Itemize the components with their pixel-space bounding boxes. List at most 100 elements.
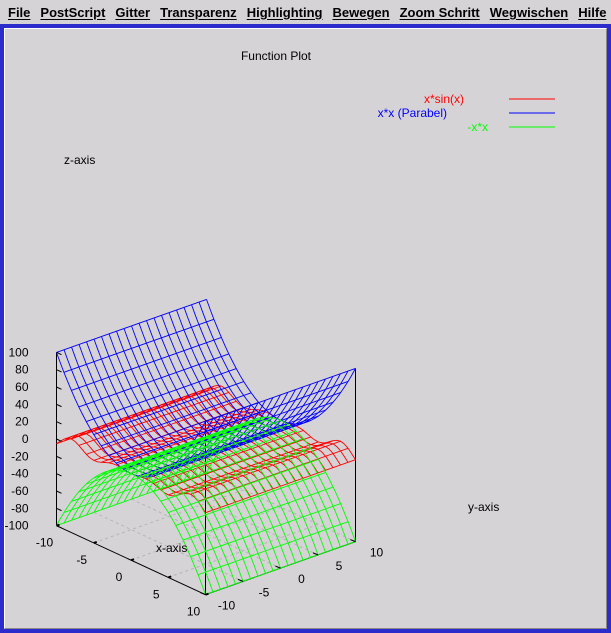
surface-mesh-line	[78, 391, 229, 446]
surface-mesh-line	[145, 430, 297, 485]
x-tick	[167, 575, 172, 579]
menu-hilfe[interactable]: Hilfe	[578, 4, 607, 20]
z-tick	[56, 421, 62, 425]
surface-layer	[56, 298, 356, 596]
floor-grid-line-x	[168, 523, 319, 578]
surface-mesh-line	[153, 438, 304, 493]
chart-title: Function Plot	[241, 49, 312, 63]
menu-bewegen[interactable]: Bewegen	[332, 4, 390, 20]
x-tick-label: -10	[36, 536, 54, 550]
z-tick	[56, 351, 62, 356]
surface-mesh-line	[197, 521, 349, 576]
plot-window-panel	[4, 28, 607, 629]
surface-mesh-line	[153, 430, 304, 484]
legend: x*sin(x)x*x (Parabel) -x*x	[378, 92, 555, 134]
y-tick-label: 0	[298, 572, 305, 586]
surface-mesh-line	[168, 398, 319, 474]
surface-mesh-line	[160, 447, 311, 502]
y-tick	[237, 578, 244, 582]
z-tick-label: 60	[15, 380, 29, 394]
surface-mesh-line	[63, 385, 215, 440]
z-tick-label: -40	[11, 467, 29, 481]
z-tick-label: 80	[15, 363, 29, 377]
y-tick	[312, 552, 319, 556]
surface-mesh-line	[153, 403, 304, 479]
menu-gitter[interactable]: Gitter	[115, 4, 151, 20]
z-tick	[56, 490, 62, 494]
z-tick-label: 0	[22, 432, 29, 446]
surface-mesh-line	[71, 385, 222, 440]
surface-mesh-line	[160, 419, 311, 474]
surface-mesh-line	[182, 486, 334, 541]
x-tick-label: -5	[76, 553, 87, 567]
y-axis-label: y-axis	[468, 500, 499, 514]
surface-mesh-line	[138, 424, 289, 479]
surface-mesh-line	[168, 415, 319, 470]
z-tick-label: -80	[11, 501, 29, 515]
surface-mesh-line	[108, 417, 259, 472]
menu-transparenz[interactable]: Transparenz	[160, 4, 237, 20]
z-tick	[56, 369, 62, 373]
z-tick	[56, 438, 62, 442]
z-tick	[56, 473, 62, 477]
y-tick	[275, 565, 281, 569]
surface-mesh-line	[130, 420, 282, 474]
menu-highlighting[interactable]: Highlighting	[246, 4, 323, 20]
surface-mesh-line	[160, 436, 311, 491]
surface-mesh-line	[101, 392, 252, 447]
menu-zoom-schritt[interactable]: Zoom Schritt	[399, 4, 480, 20]
z-tick-label: 40	[15, 397, 29, 411]
y-tick	[200, 592, 206, 596]
x-tick	[93, 540, 98, 544]
x-axis-label: x-axis	[156, 541, 187, 555]
x-tick-label: 10	[187, 605, 201, 619]
x-tick-label: 5	[153, 587, 160, 601]
surface-mesh-line	[71, 336, 222, 391]
floor-grid-line-x	[93, 489, 244, 544]
z-tick	[56, 403, 62, 408]
z-tick-label: -20	[11, 449, 29, 463]
z-tick	[56, 507, 62, 512]
surface-mesh-line	[175, 471, 326, 526]
surface-mesh-line	[197, 380, 349, 435]
menu-postscript[interactable]: PostScript	[40, 4, 106, 20]
surface-mesh-line	[205, 459, 356, 514]
surface-mesh-line	[168, 458, 319, 513]
z-tick	[56, 455, 62, 460]
legend-entry-label: x*x (Parabel)	[378, 106, 447, 120]
surface-mesh-line	[86, 368, 237, 423]
z-tick-label: -60	[11, 484, 29, 498]
surface-mesh-line	[205, 367, 356, 422]
x-tick-label: 0	[116, 570, 123, 584]
y-tick-label: 5	[336, 559, 343, 573]
surface--x-x	[56, 416, 356, 596]
y-tick-label: -10	[218, 599, 236, 613]
surface-mesh-line	[56, 298, 207, 353]
surface-mesh-line	[123, 417, 274, 472]
x-tick	[56, 523, 60, 527]
x-tick	[130, 558, 135, 562]
menu-wegwischen[interactable]: Wegwischen	[489, 4, 569, 20]
z-tick-label: 20	[15, 415, 29, 429]
surface-mesh-line	[93, 381, 244, 436]
surface-mesh-line	[78, 353, 229, 408]
z-tick	[56, 386, 62, 390]
surface-mesh-line	[115, 416, 267, 471]
legend-entry-label: x*sin(x)	[424, 92, 464, 106]
y-tick-label: 10	[370, 546, 384, 560]
y-tick-label: -5	[259, 585, 270, 599]
surface-mesh-line	[86, 400, 237, 455]
surface-mesh-line	[161, 400, 311, 476]
y-tick	[350, 539, 356, 543]
z-tick-label: -100	[4, 519, 28, 533]
z-axis-label: z-axis	[64, 153, 95, 167]
z-tick-label: 100	[8, 345, 28, 359]
menu-file[interactable]: File	[8, 4, 31, 20]
legend-entry-label: -x*x	[467, 120, 488, 134]
menu-bar: File PostScript Gitter Transparenz Highlight…	[0, 0, 611, 24]
plot-window-frame	[0, 24, 611, 633]
surface-mesh-line	[63, 318, 215, 373]
surface-mesh-line	[190, 503, 341, 558]
